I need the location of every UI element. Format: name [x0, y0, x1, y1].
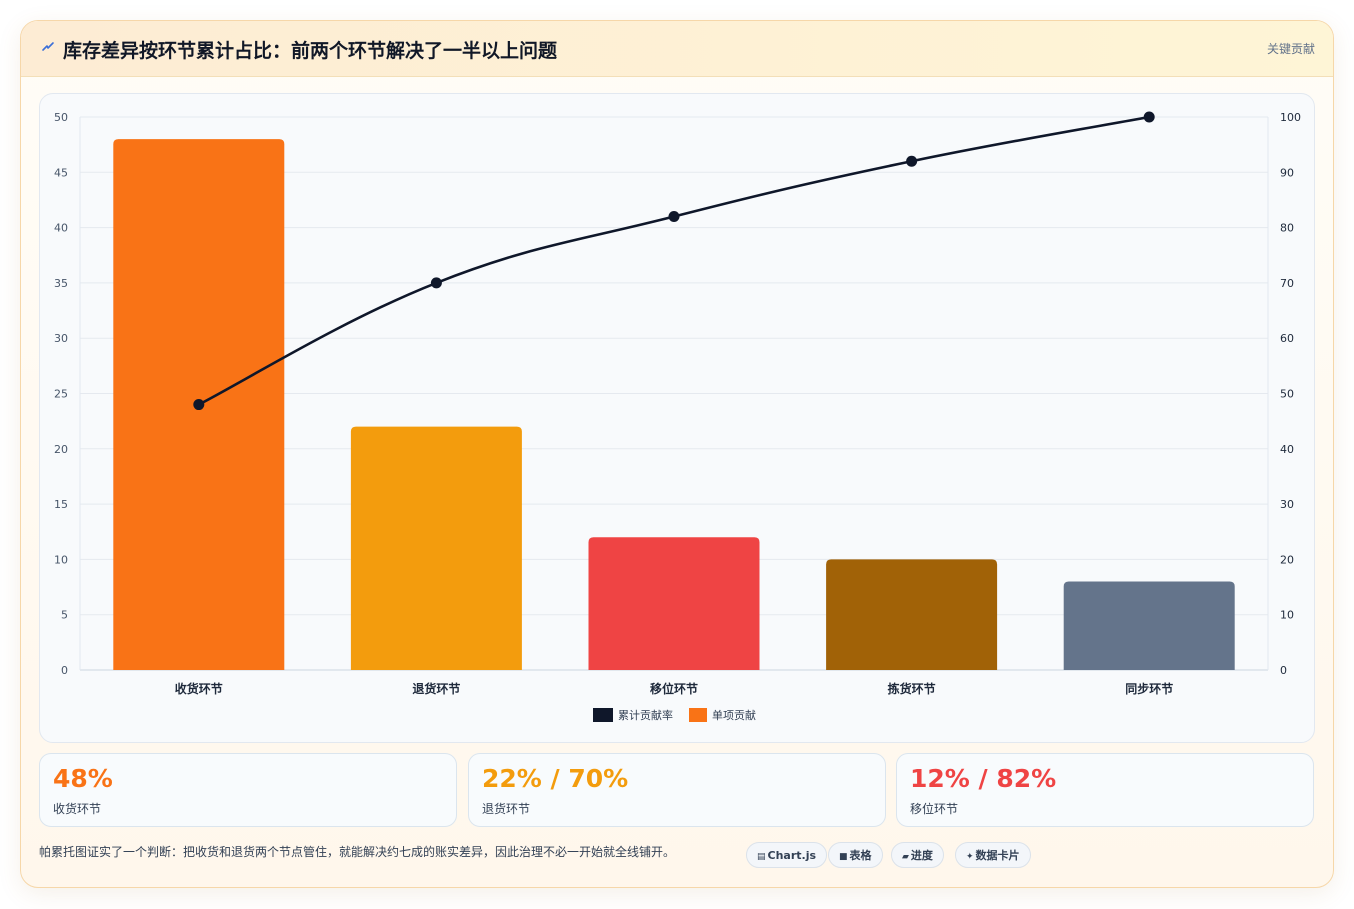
card-header: 库存差异按环节累计占比：前两个环节解决了一半以上问题 关键贡献 [21, 21, 1333, 77]
footer-note: 帕累托图证实了一个判断：把收货和退货两个节点管住，就能解决约七成的账实差异，因此… [39, 845, 676, 859]
kpi-value: 22% / 70% [482, 764, 629, 793]
x-tick-label: 同步环节 [1125, 681, 1173, 696]
y-tick-left: 40 [54, 222, 68, 235]
y-tick-left: 0 [61, 664, 68, 677]
line-point [430, 277, 442, 289]
chip-table[interactable]: ■ 表格 [828, 842, 883, 868]
legend-label: 单项贡献 [712, 708, 756, 722]
line-point [193, 399, 205, 411]
kpi-value: 48% [53, 764, 113, 793]
x-tick-label: 收货环节 [175, 681, 223, 696]
pareto-chart: 0 5 10 15 20 25 30 35 40 45 50 0 10 20 30 40 50 60 70 80 90 1… [39, 93, 1315, 743]
lightning-icon [42, 42, 54, 51]
cumulative-line [198, 115, 1150, 406]
kpi-label: 退货环节 [482, 802, 531, 816]
kpi-card-returns: 22% / 70% 退货环节 [468, 753, 886, 827]
y-tick-left: 5 [61, 609, 68, 622]
x-tick-label: 移位环节 [650, 681, 698, 696]
chart-svg: 0 5 10 15 20 25 30 35 40 45 50 0 10 20 30 40 50 60 70 80 90 1… [54, 111, 1301, 722]
y-tick-right: 80 [1280, 222, 1294, 235]
chip-label: 进度 [910, 849, 933, 862]
bar [1063, 581, 1235, 670]
y-tick-right: 90 [1280, 166, 1294, 179]
y-tick-left: 25 [54, 388, 68, 401]
bar [588, 537, 760, 670]
kpi-value: 12% / 82% [910, 764, 1057, 793]
y-tick-right: 30 [1280, 498, 1294, 511]
kpi-label: 移位环节 [910, 802, 959, 816]
y-tick-right: 0 [1280, 664, 1287, 677]
y-tick-right: 70 [1280, 277, 1294, 290]
sparkle-icon: ✦ [966, 852, 974, 862]
y-tick-right: 60 [1280, 332, 1294, 345]
kpi-card-transfer: 12% / 82% 移位环节 [896, 753, 1314, 827]
y-tick-right: 20 [1280, 553, 1294, 566]
chip-label: 数据卡片 [975, 849, 1020, 862]
legend-swatch [593, 708, 613, 722]
y-tick-left: 30 [54, 332, 68, 345]
chip-label: Chart.js [767, 849, 817, 862]
kpi-label: 收货环节 [53, 802, 102, 816]
x-tick-label: 拣货环节 [888, 681, 936, 696]
kpi-card-receiving: 48% 收货环节 [39, 753, 457, 827]
chip-chartjs[interactable]: ▤ Chart.js [746, 842, 828, 868]
chip-label: 表格 [849, 849, 872, 862]
chip-progress[interactable]: ▰ 进度 [891, 842, 944, 868]
header-tag: 关键贡献 [1266, 42, 1315, 56]
bar [350, 426, 522, 670]
report-card: 库存差异按环节累计占比：前两个环节解决了一半以上问题 关键贡献 0 5 10 15 20… [20, 20, 1334, 888]
y-tick-right: 40 [1280, 443, 1294, 456]
y-tick-right: 50 [1280, 388, 1294, 401]
x-tick-label: 退货环节 [412, 681, 460, 696]
progress-icon: ▰ [902, 852, 909, 862]
y-tick-right: 10 [1280, 609, 1294, 622]
y-tick-left: 15 [54, 498, 68, 511]
page-title: 库存差异按环节累计占比：前两个环节解决了一半以上问题 [63, 40, 558, 62]
chip-data-card[interactable]: ✦ 数据卡片 [955, 842, 1031, 868]
legend-label: 累计贡献率 [618, 708, 673, 722]
line-point [668, 211, 680, 223]
y-tick-left: 20 [54, 443, 68, 456]
line-point [906, 155, 918, 167]
y-tick-right: 100 [1280, 111, 1301, 124]
y-tick-left: 45 [54, 166, 68, 179]
chart-icon: ▤ [757, 852, 766, 862]
line-point [1143, 111, 1155, 123]
bar [826, 559, 998, 670]
legend-swatch [689, 708, 707, 722]
y-tick-left: 50 [54, 111, 68, 124]
y-tick-left: 35 [54, 277, 68, 290]
table-icon: ■ [839, 852, 848, 862]
y-tick-left: 10 [54, 553, 68, 566]
